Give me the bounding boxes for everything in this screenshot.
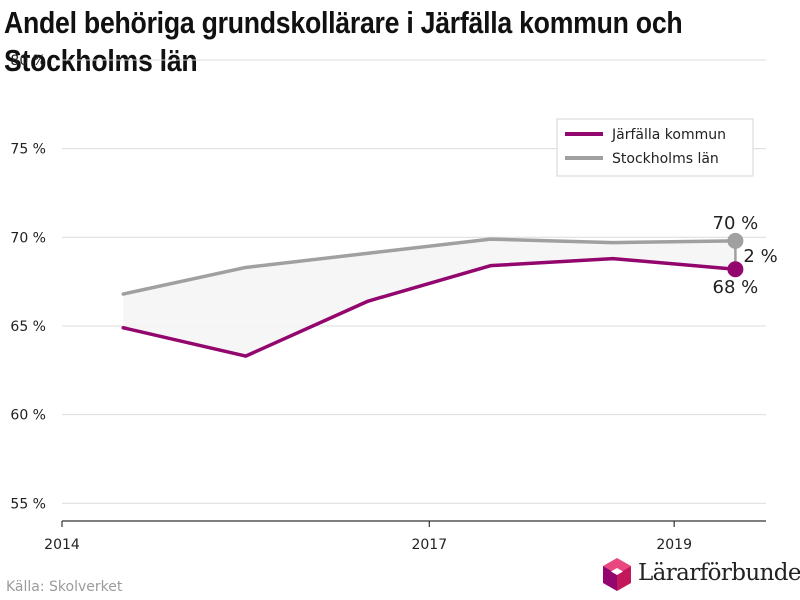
brand-mark-icon — [603, 558, 631, 591]
end-marker — [727, 261, 744, 278]
series-lines — [121, 237, 738, 358]
legend-label: Stockholms län — [612, 151, 719, 167]
source-note: Källa: Skolverket — [6, 579, 123, 595]
legend-box — [556, 118, 754, 177]
y-tick-label: 70 % — [10, 230, 46, 246]
series-line — [121, 237, 738, 296]
y-tick-label: 55 % — [10, 496, 46, 512]
end-markers — [727, 232, 744, 278]
end-labels: 70 % 68 % 2 % — [713, 213, 778, 298]
end-label-top: 70 % — [713, 213, 759, 234]
x-tick-label: 2014 — [44, 537, 80, 553]
gridlines — [62, 59, 766, 504]
difference-area — [123, 239, 736, 357]
end-marker — [727, 232, 744, 249]
y-tick-label: 60 % — [10, 408, 46, 424]
x-tick-label: 2019 — [656, 537, 692, 553]
brand-name: Lärarförbundet — [638, 560, 800, 586]
x-tick-label: 2017 — [411, 537, 447, 553]
difference-label: 2 % — [743, 246, 777, 267]
series-line — [121, 256, 738, 358]
legend-label: Järfälla kommun — [611, 127, 726, 143]
x-axis: 2014 2017 2019 — [44, 520, 766, 553]
y-tick-label: 65 % — [10, 319, 46, 335]
y-tick-label: 80 % — [10, 53, 46, 69]
y-axis: 55 % 60 % 65 % 70 % 75 % 80 % — [10, 53, 46, 512]
difference-band — [123, 239, 736, 357]
end-label-bottom: 68 % — [713, 277, 759, 298]
brand-logo: Lärarförbundet — [601, 557, 800, 593]
legend: Järfälla kommun Stockholms län — [556, 118, 754, 177]
y-tick-label: 75 % — [10, 142, 46, 158]
